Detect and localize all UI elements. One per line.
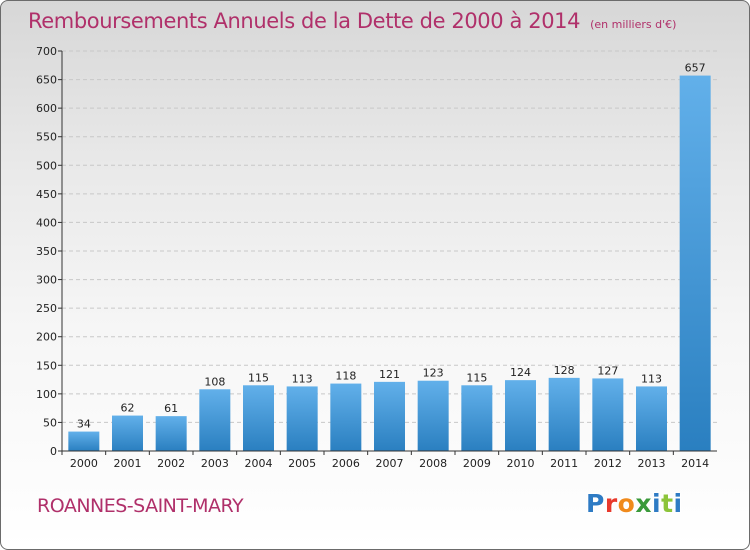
y-tick-label: 150 [36, 359, 57, 372]
bar [505, 380, 536, 451]
data-label: 108 [204, 375, 225, 388]
bar [636, 386, 667, 451]
x-tick-label: 2000 [70, 457, 98, 470]
y-tick-label: 100 [36, 388, 57, 401]
data-label: 61 [164, 402, 178, 415]
logo-letter: x [635, 489, 652, 518]
bar [330, 383, 362, 451]
x-tick-label: 2004 [245, 457, 273, 470]
data-label: 115 [248, 371, 269, 384]
logo-letter: i [673, 489, 683, 518]
y-tick-label: 450 [36, 188, 57, 201]
bar [68, 431, 100, 451]
data-label: 62 [121, 402, 135, 415]
y-tick-label: 650 [36, 74, 57, 87]
data-label: 128 [554, 364, 575, 377]
proxiti-logo: Proxiti [586, 489, 683, 518]
bar [155, 416, 187, 451]
y-tick-label: 500 [36, 159, 57, 172]
data-label: 113 [292, 372, 313, 385]
bar [199, 389, 231, 451]
logo-letter: P [586, 489, 605, 518]
x-tick-label: 2003 [201, 457, 229, 470]
commune-name: ROANNES-SAINT-MARY [37, 495, 244, 517]
y-tick-label: 600 [36, 102, 57, 115]
labels: 0 50 100 150 200 250 300 350 400 450 500 550 600 650 7… [36, 45, 709, 470]
logo-letter: i [652, 489, 662, 518]
bar [548, 377, 580, 451]
bar [592, 378, 624, 451]
bar [112, 415, 143, 451]
x-tick-label: 2009 [463, 457, 491, 470]
grid-lines [62, 50, 717, 423]
x-tick-label: 2006 [332, 457, 360, 470]
chart-unit-label: (en milliers d'€) [590, 18, 677, 31]
y-tick-label: 50 [43, 416, 57, 429]
x-tick-label: 2007 [376, 457, 404, 470]
chart-title-text: Remboursements Annuels de la Dette de 20… [28, 9, 581, 33]
bar [417, 380, 449, 451]
y-tick-label: 350 [36, 245, 57, 258]
bars [68, 75, 711, 452]
y-tick-label: 200 [36, 331, 57, 344]
data-label: 127 [597, 364, 618, 377]
data-label: 657 [685, 62, 706, 75]
x-tick-label: 2014 [681, 457, 709, 470]
x-tick-label: 2005 [288, 457, 316, 470]
logo-letter: o [617, 489, 636, 518]
data-label: 115 [466, 371, 487, 384]
logo-letter: t [661, 489, 674, 518]
y-tick-label: 250 [36, 302, 57, 315]
x-tick-label: 2011 [550, 457, 578, 470]
y-tick-label: 400 [36, 216, 57, 229]
y-tick-label: 300 [36, 274, 57, 287]
x-tick-label: 2008 [419, 457, 447, 470]
data-label: 121 [379, 368, 400, 381]
axes [58, 50, 717, 455]
bar [461, 385, 493, 451]
data-label: 123 [423, 367, 444, 380]
chart-title: Remboursements Annuels de la Dette de 20… [28, 9, 676, 33]
logo-letter: r [604, 489, 618, 518]
y-tick-label: 0 [50, 445, 57, 458]
bar [679, 75, 711, 452]
data-label: 118 [335, 370, 356, 383]
bar [286, 386, 318, 451]
bar [243, 385, 274, 451]
data-label: 34 [77, 418, 91, 431]
x-tick-label: 2002 [157, 457, 185, 470]
bar [374, 381, 405, 451]
y-tick-label: 700 [36, 45, 57, 58]
data-label: 113 [641, 372, 662, 385]
x-tick-label: 2013 [638, 457, 666, 470]
data-label: 124 [510, 366, 531, 379]
x-tick-label: 2001 [114, 457, 142, 470]
x-tick-label: 2010 [507, 457, 535, 470]
x-tick-label: 2012 [594, 457, 622, 470]
y-tick-label: 550 [36, 131, 57, 144]
